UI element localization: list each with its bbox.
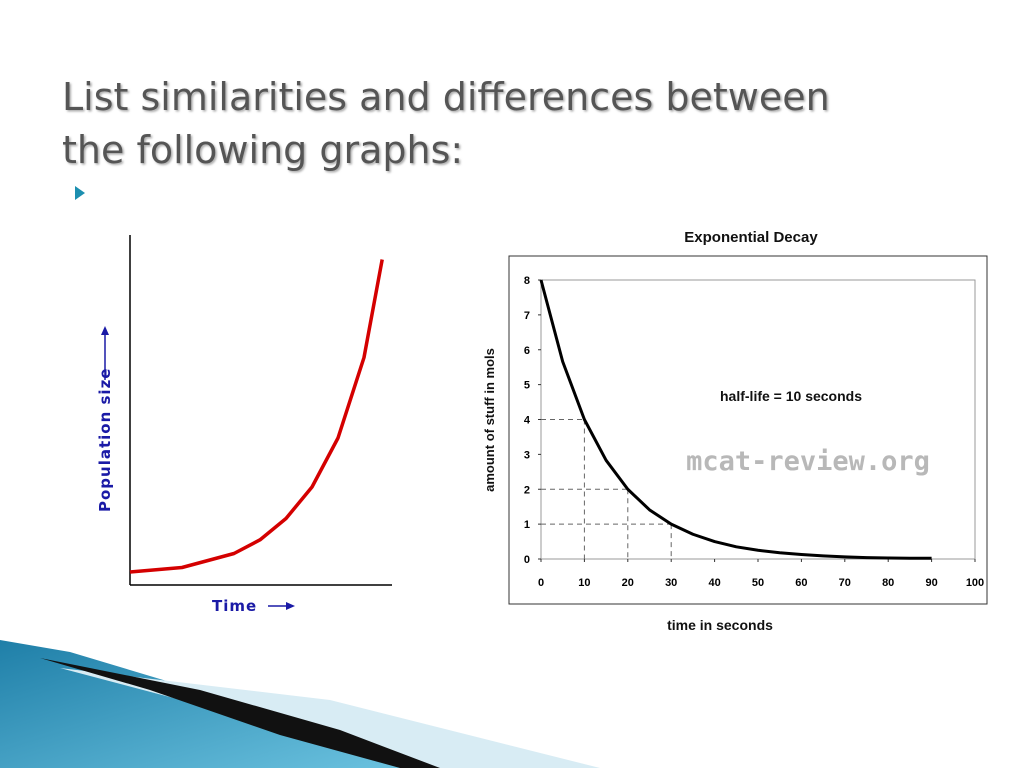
chart-title: Exponential Decay [684, 229, 818, 246]
growth-chart: Population size Time [96, 235, 392, 615]
y-tick-label: 4 [524, 415, 531, 427]
x-tick-label: 20 [622, 577, 634, 589]
bullet [75, 186, 85, 200]
y-tick-label: 2 [524, 484, 530, 496]
annotation: half-life = 10 seconds [720, 388, 862, 404]
y-tick-label: 7 [524, 310, 530, 322]
x-tick-label: 10 [578, 577, 590, 589]
x-tick-label: 100 [966, 577, 984, 589]
data-line [129, 259, 384, 574]
y-tick-label: 8 [524, 275, 530, 287]
data-line [539, 279, 932, 560]
x-tick-label: 60 [795, 577, 807, 589]
plot-area [540, 279, 976, 560]
title-line: the following graphs: [62, 128, 463, 172]
x-tick-label: 70 [839, 577, 851, 589]
x-axis-label: Time [212, 597, 257, 615]
x-tick-label: 0 [538, 577, 544, 589]
title-line: List similarities and differences betwee… [62, 75, 830, 119]
watermark: mcat-review.org [686, 446, 930, 477]
title: List similarities and differences betwee… [62, 75, 830, 172]
x-axis-label: time in seconds [667, 617, 773, 633]
y-tick-label: 3 [524, 449, 530, 461]
chart-frame [508, 255, 988, 605]
y-tick-label: 0 [524, 554, 530, 566]
y-tick-label: 5 [524, 380, 530, 392]
y-tick-label: 1 [524, 519, 530, 531]
x-tick-label: 50 [752, 577, 764, 589]
x-tick-label: 40 [708, 577, 720, 589]
x-tick-label: 30 [665, 577, 677, 589]
decay-chart: Exponential Decay amount of stuff in mol… [482, 229, 988, 633]
decoration [0, 640, 600, 768]
x-tick-label: 90 [925, 577, 937, 589]
y-tick-label: 6 [524, 345, 530, 357]
y-axis-label: Population size [96, 368, 114, 512]
x-tick-label: 80 [882, 577, 894, 589]
y-axis-label: amount of stuff in mols [482, 348, 497, 492]
x-arrow [268, 602, 295, 610]
y-arrow [101, 326, 109, 380]
